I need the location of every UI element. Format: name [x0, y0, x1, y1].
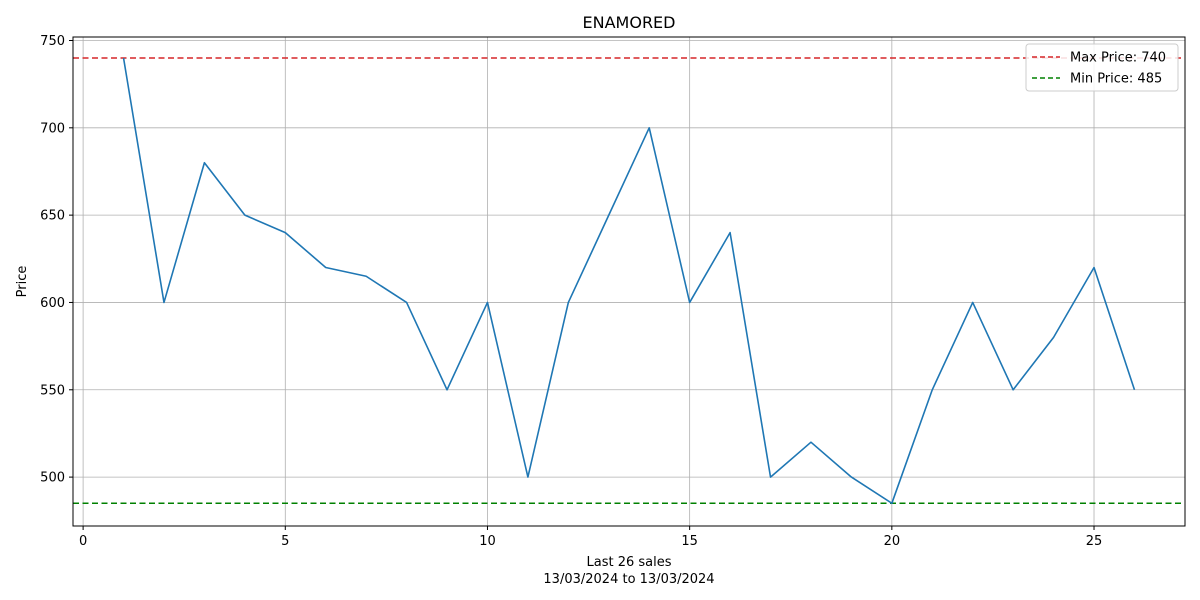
x-tick-label: 20 [884, 534, 901, 549]
price-series-line [122, 57, 1136, 505]
x-tick-label: 0 [79, 534, 87, 549]
y-axis-ticks: 500 550 600 650 700 750 [40, 34, 73, 486]
plot-frame [72, 36, 1186, 527]
legend-box [1025, 43, 1179, 92]
legend-label-min: Min Price: 485 [1070, 72, 1162, 87]
x-tick-label: 15 [681, 534, 698, 549]
x-tick-label: 10 [479, 534, 496, 549]
y-tick-label: 600 [40, 296, 65, 311]
chart-title: ENAMORED [583, 13, 676, 32]
y-axis-label: Price [15, 266, 30, 298]
x-axis-ticks: 0 5 10 15 20 25 [79, 526, 1102, 549]
x-axis-label: Last 26 sales [586, 555, 671, 570]
y-tick-label: 750 [40, 34, 65, 49]
series-layer [122, 57, 1136, 505]
x-axis-sublabel: 13/03/2024 to 13/03/2024 [543, 572, 714, 587]
legend-label-max: Max Price: 740 [1070, 51, 1166, 66]
legend: Max Price: 740 Min Price: 485 [1025, 43, 1179, 92]
y-tick-label: 700 [40, 121, 65, 136]
x-tick-label: 25 [1086, 534, 1103, 549]
grid [73, 37, 1185, 526]
y-tick-label: 650 [40, 209, 65, 224]
y-tick-label: 550 [40, 383, 65, 398]
reference-lines [73, 57, 1185, 505]
y-tick-label: 500 [40, 471, 65, 486]
x-tick-label: 5 [281, 534, 289, 549]
